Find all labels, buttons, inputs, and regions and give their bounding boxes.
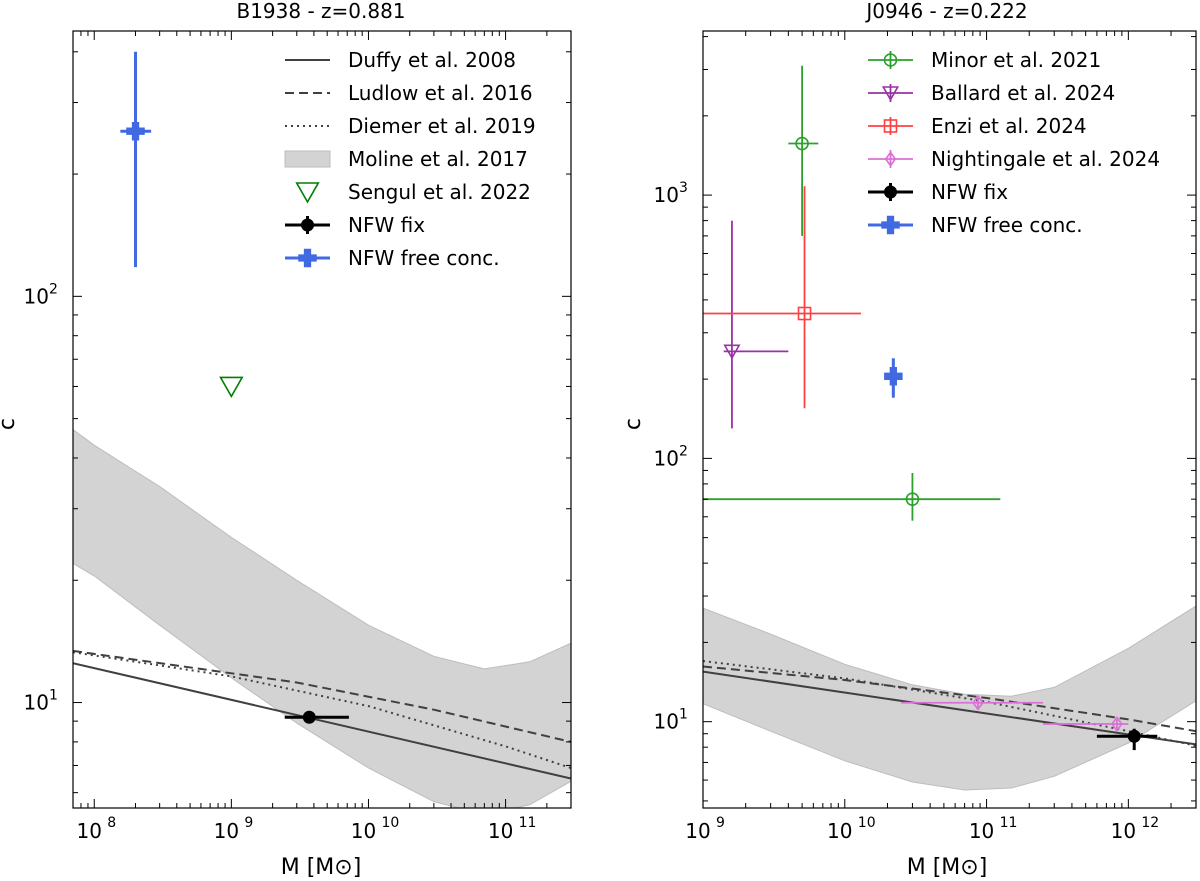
plot-area [73, 51, 571, 808]
legend-item: NFW fix [285, 213, 425, 237]
legend: Duffy et al. 2008 Ludlow et al. 2016 Dieme… [284, 48, 536, 270]
y-tick-exponent: 3 [679, 180, 688, 196]
legend-item: Minor et al. 2021 [868, 48, 1101, 72]
plot-frame [72, 30, 572, 809]
x-tick-exponent: 10 [858, 815, 876, 831]
legend-item: Sengul et al. 2022 [295, 180, 531, 204]
legend-swatch-marker [884, 185, 897, 199]
legend: Minor et al. 2021 Ballard et al. 2024 Enzi… [868, 48, 1160, 237]
legend-label: Minor et al. 2021 [931, 48, 1101, 72]
legend-item: NFW free conc. [285, 246, 500, 270]
concentration-band [703, 605, 1196, 791]
x-tick-label: 10 [77, 819, 102, 843]
x-tick-label: 10 [214, 819, 239, 843]
legend-item: NFW free conc. [868, 213, 1083, 237]
legend-item: Nightingale et al. 2024 [868, 147, 1160, 171]
legend-label: NFW fix [931, 180, 1008, 204]
legend-swatch-marker [298, 248, 317, 268]
legend-swatch-marker [884, 151, 897, 167]
plot-frame [702, 30, 1197, 809]
x-tick-exponent: 11 [519, 815, 537, 831]
plot-area [703, 65, 1196, 791]
x-tick-label: 10 [685, 819, 710, 843]
y-tick-label: 10 [24, 284, 49, 308]
x-tick-label: 10 [827, 819, 852, 843]
x-tick-exponent: 9 [244, 815, 253, 831]
x-tick-exponent: 8 [107, 815, 116, 831]
legend-swatch-band [284, 150, 331, 168]
legend-label: Duffy et al. 2008 [348, 48, 516, 72]
data-point [302, 710, 316, 724]
right-y-axis-label: c [621, 418, 646, 430]
legend-item: Ludlow et al. 2016 [285, 81, 533, 105]
legend-label: Sengul et al. 2022 [348, 180, 531, 204]
legend-label: Ludlow et al. 2016 [348, 81, 533, 105]
legend-label: Enzi et al. 2024 [931, 114, 1087, 138]
x-tick-label: 10 [969, 819, 994, 843]
x-tick-label: 10 [351, 819, 376, 843]
legend-swatch-marker [881, 215, 900, 235]
y-tick-label: 10 [24, 691, 49, 715]
legend-swatch-marker [301, 218, 314, 232]
x-tick-exponent: 11 [1000, 815, 1018, 831]
relation-line-dotted [73, 651, 571, 769]
legend-item: Moline et al. 2017 [284, 147, 528, 171]
y-tick-exponent: 2 [679, 443, 688, 459]
y-tick-exponent: 1 [49, 688, 58, 704]
right-x-axis-label: M [M⊙] [907, 855, 988, 880]
legend-swatch-marker [295, 182, 320, 204]
data-point [972, 694, 984, 711]
left-chart-title: B1938 - z=0.881 [236, 0, 405, 23]
data-point [723, 344, 741, 360]
data-point [1127, 729, 1141, 743]
relation-line-solid [703, 670, 1196, 746]
legend-item: Duffy et al. 2008 [285, 48, 516, 72]
data-point [795, 136, 809, 151]
y-tick-label: 10 [654, 710, 679, 734]
data-point [126, 121, 145, 141]
left-x-axis-label: M [M⊙] [281, 855, 362, 880]
right-chart-title: J0946 - z=0.222 [864, 0, 1027, 23]
legend-item: Enzi et al. 2024 [868, 114, 1087, 138]
data-point [1111, 716, 1123, 732]
y-tick-exponent: 2 [49, 281, 58, 297]
data-point [797, 306, 812, 321]
x-tick-exponent: 9 [716, 815, 725, 831]
legend-item: Diemer et al. 2019 [285, 114, 536, 138]
legend-swatch-marker [883, 119, 898, 133]
legend-label: Diemer et al. 2019 [348, 114, 536, 138]
x-tick-exponent: 10 [381, 815, 399, 831]
x-tick-label: 10 [488, 819, 513, 843]
legend-item: NFW fix [868, 180, 1008, 204]
legend-item: Ballard et al. 2024 [868, 81, 1115, 105]
legend-label: NFW fix [348, 213, 425, 237]
relation-line-solid [73, 662, 571, 780]
legend-label: Ballard et al. 2024 [931, 81, 1115, 105]
data-point [884, 367, 903, 386]
y-tick-label: 10 [654, 183, 679, 207]
y-tick-label: 10 [654, 446, 679, 470]
x-tick-label: 10 [1111, 819, 1136, 843]
concentration-band [73, 428, 571, 808]
relation-line-dashed [703, 665, 1196, 733]
legend-label: NFW free conc. [931, 213, 1083, 237]
left-y-axis-label: c [0, 418, 20, 430]
data-point [219, 376, 244, 398]
y-tick-exponent: 1 [679, 707, 688, 723]
relation-line-dashed [73, 649, 571, 743]
data-point [905, 492, 920, 506]
legend-label: Nightingale et al. 2024 [931, 147, 1160, 171]
legend-label: Moline et al. 2017 [348, 147, 528, 171]
legend-label: NFW free conc. [348, 246, 500, 270]
x-tick-exponent: 12 [1141, 815, 1159, 831]
legend-swatch-marker [881, 86, 900, 102]
legend-swatch-marker [883, 53, 898, 67]
